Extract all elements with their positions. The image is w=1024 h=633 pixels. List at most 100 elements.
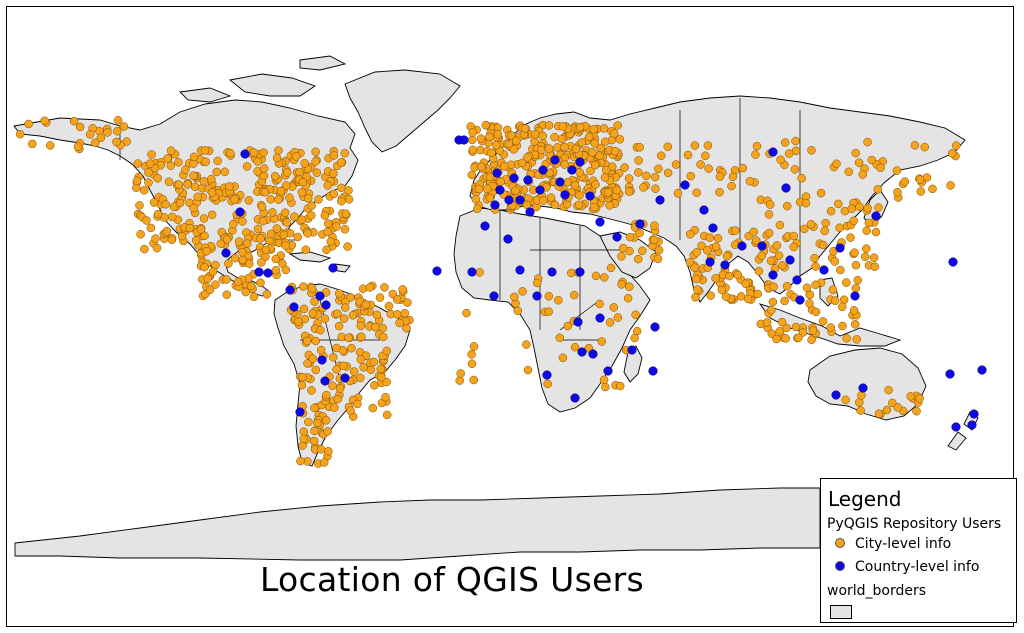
city-point (617, 280, 626, 289)
city-point (900, 177, 910, 186)
country-point (320, 376, 330, 386)
city-point (550, 200, 560, 210)
city-point (951, 141, 961, 150)
country-point (547, 267, 557, 277)
city-point (295, 168, 304, 177)
city-point (876, 163, 885, 173)
city-point (164, 177, 174, 187)
country-point (285, 285, 295, 295)
city-point (782, 323, 791, 333)
city-point (293, 317, 303, 326)
city-point (772, 334, 781, 344)
city-point (874, 409, 884, 418)
city-point (597, 337, 607, 346)
country-point (967, 420, 977, 430)
city-point (830, 257, 840, 266)
country-point (560, 190, 570, 200)
city-point (615, 381, 625, 391)
country-point (757, 241, 767, 251)
city-point (816, 188, 826, 198)
city-point (208, 267, 218, 276)
city-point (839, 295, 849, 305)
country-point (648, 366, 658, 376)
city-point (139, 186, 149, 195)
city-point (241, 287, 250, 297)
city-point (261, 245, 271, 255)
city-point (147, 150, 156, 159)
city-point (253, 157, 262, 166)
city-point (103, 128, 112, 137)
city-point (702, 246, 712, 255)
city-point (915, 175, 925, 184)
city-point (481, 120, 491, 130)
city-point (384, 301, 394, 311)
city-point (915, 394, 924, 403)
city-point (522, 340, 531, 349)
city-point (314, 195, 323, 204)
city-point (851, 283, 861, 293)
city-point (601, 165, 611, 175)
city-point (563, 177, 572, 187)
city-point (544, 144, 554, 153)
land-madagascar (623, 345, 643, 383)
city-point (789, 231, 798, 241)
city-point (791, 322, 801, 332)
city-point (191, 236, 201, 245)
city-point (320, 314, 330, 323)
city-point (242, 162, 252, 171)
city-point (332, 343, 341, 353)
city-point (634, 168, 643, 177)
legend-layer-name: PyQGIS Repository Users (827, 516, 1002, 532)
city-point (705, 233, 714, 242)
city-point (395, 318, 404, 328)
city-point (113, 126, 122, 136)
city-point (153, 174, 162, 183)
legend-item-country-label: Country-level info (855, 559, 980, 575)
country-point (680, 180, 690, 190)
city-point (340, 303, 350, 312)
land-australia (807, 347, 927, 421)
city-point (751, 150, 760, 159)
city-point (893, 403, 902, 412)
city-point (733, 270, 743, 280)
city-point (372, 310, 382, 320)
city-point (381, 392, 390, 402)
city-point (778, 261, 787, 270)
city-point (280, 208, 290, 217)
city-point (298, 372, 307, 382)
city-point (163, 154, 172, 163)
city-point (90, 138, 100, 148)
city-point (713, 234, 723, 243)
city-point (790, 165, 800, 174)
city-point (15, 129, 25, 139)
city-point (828, 285, 838, 294)
city-point (245, 259, 254, 268)
city-point (149, 198, 159, 207)
city-point (321, 416, 331, 425)
city-point (533, 278, 542, 288)
city-point (928, 184, 937, 194)
city-point (690, 263, 699, 273)
city-point (485, 132, 494, 142)
country-point (768, 147, 778, 157)
city-point (550, 132, 559, 142)
city-point (838, 302, 847, 312)
city-point (765, 200, 775, 209)
city-point (244, 196, 253, 205)
city-point (575, 168, 584, 177)
city-point (368, 403, 378, 413)
city-point (320, 211, 330, 220)
city-point (605, 201, 614, 210)
country-point (289, 302, 299, 312)
city-point (557, 134, 567, 144)
city-point (253, 224, 263, 234)
city-point (741, 279, 750, 289)
city-point (591, 271, 601, 281)
country-point (588, 349, 598, 359)
city-point (704, 164, 713, 173)
city-point (612, 185, 622, 195)
city-point (311, 157, 320, 166)
country-point (945, 369, 955, 379)
land-arctic-islands (179, 55, 347, 103)
city-point (635, 228, 644, 238)
